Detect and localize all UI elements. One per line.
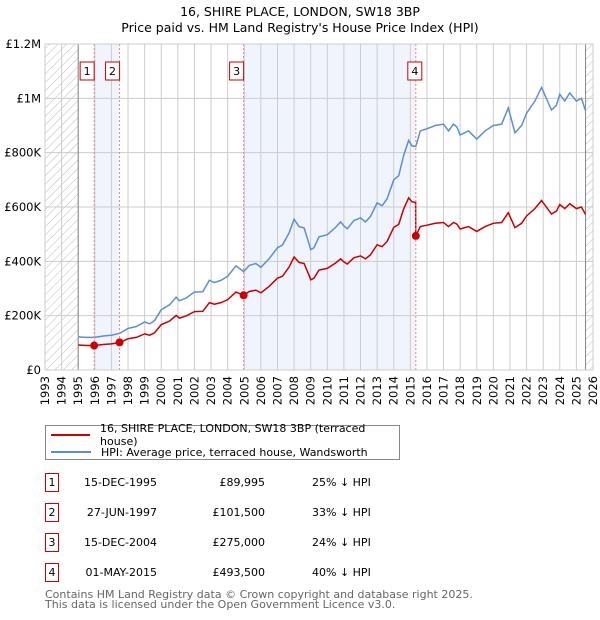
legend-item-hpi: HPI: Average price, terraced house, Wand…	[46, 444, 368, 460]
transaction-price: £89,995	[219, 476, 266, 489]
transaction-date: 15-DEC-2004	[83, 536, 157, 549]
series-line	[78, 196, 587, 347]
y-tick-label: £200K	[4, 309, 41, 323]
x-tick-label: 2011	[337, 376, 351, 405]
sale-point	[239, 291, 248, 300]
transaction-price: £275,000	[212, 536, 266, 549]
y-tick-label: £0	[26, 363, 41, 377]
transaction-row: 4 01-MAY-2015 £493,500 40% ↓ HPI	[0, 563, 600, 583]
x-tick-label: 2019	[470, 376, 484, 405]
transaction-price: £101,500	[212, 506, 266, 519]
y-tick-label: £1.2M	[5, 37, 41, 51]
transaction-hpi-diff: 33% ↓ HPI	[312, 506, 371, 519]
x-tick-label: 2008	[287, 376, 301, 405]
x-tick-label: 2002	[187, 376, 201, 405]
x-tick-label: 2022	[520, 376, 534, 405]
y-tick-label: £1M	[16, 91, 41, 105]
footer-copyright: Contains HM Land Registry data © Crown c…	[45, 588, 473, 601]
plot-frame	[44, 43, 594, 371]
chart-title: 16, SHIRE PLACE, LONDON, SW18 3BP	[180, 4, 420, 19]
transaction-row: 1 15-DEC-1995 £89,995 25% ↓ HPI	[0, 473, 600, 493]
y-tick-label: £600K	[4, 200, 41, 214]
sale-marker-box	[407, 61, 423, 81]
x-tick-label: 2009	[304, 376, 318, 405]
x-tick-label: 2013	[370, 376, 384, 405]
chart-legend: 16, SHIRE PLACE, LONDON, SW18 3BP (terra…	[45, 422, 400, 460]
x-tick-label: 2021	[503, 376, 517, 405]
sale-marker-label: 4	[411, 65, 418, 78]
legend-swatch-red	[51, 434, 91, 436]
x-tick-label: 2014	[387, 376, 401, 405]
sale-marker-label: 1	[84, 65, 91, 78]
transaction-row: 2 27-JUN-1997 £101,500 33% ↓ HPI	[0, 503, 600, 523]
x-tick-label: 2001	[171, 376, 185, 405]
legend-item-property: 16, SHIRE PLACE, LONDON, SW18 3BP (terra…	[46, 422, 399, 448]
x-tick-label: 2020	[486, 376, 500, 405]
price-chart: 1 2 3 4 1993 1994 1995 1996 1997 1998 1999 2000 2001…	[4, 37, 600, 405]
y-tick-label: £800K	[4, 146, 41, 160]
x-tick-label: 1995	[71, 376, 85, 405]
x-tick-label: 2016	[420, 376, 434, 405]
transaction-hpi-diff: 24% ↓ HPI	[312, 536, 371, 549]
sale-point	[115, 338, 124, 347]
x-tick-label: 2003	[204, 376, 218, 405]
sale-marker-box	[79, 61, 95, 81]
legend-swatch-blue	[51, 451, 91, 453]
x-tick-label: 2007	[270, 376, 284, 405]
transaction-marker: 1	[45, 473, 59, 492]
x-tick-label: 2004	[221, 376, 235, 405]
transaction-marker: 2	[45, 503, 59, 522]
x-tick-label: 1993	[38, 376, 52, 405]
x-tick-label: 2012	[354, 376, 368, 405]
transaction-marker: 4	[45, 563, 59, 582]
x-tick-label: 1997	[104, 376, 118, 405]
transaction-date: 15-DEC-1995	[83, 476, 157, 489]
chart-subtitle: Price paid vs. HM Land Registry's House …	[121, 20, 479, 35]
transaction-marker: 3	[45, 533, 59, 552]
sale-marker-label: 2	[109, 65, 116, 78]
x-tick-label: 1998	[121, 376, 135, 405]
transaction-hpi-diff: 40% ↓ HPI	[312, 566, 371, 579]
transaction-date: 27-JUN-1997	[86, 506, 157, 519]
transaction-price: £493,500	[212, 566, 266, 579]
x-tick-label: 2025	[569, 376, 583, 405]
x-tick-label: 2005	[237, 376, 251, 405]
x-tick-label: 2018	[453, 376, 467, 405]
sale-marker-label: 3	[233, 65, 240, 78]
x-tick-label: 2023	[536, 376, 550, 405]
x-tick-label: 1999	[138, 376, 152, 405]
sale-point	[411, 231, 420, 240]
x-tick-label: 2026	[586, 376, 600, 405]
x-tick-label: 2017	[437, 376, 451, 405]
x-tick-label: 2024	[553, 376, 567, 405]
sale-marker-box	[105, 61, 121, 81]
x-tick-label: 2006	[254, 376, 268, 405]
transaction-date: 01-MAY-2015	[85, 566, 157, 579]
y-tick-label: £400K	[4, 254, 41, 268]
x-tick-label: 2000	[154, 376, 168, 405]
transaction-row: 3 15-DEC-2004 £275,000 24% ↓ HPI	[0, 533, 600, 553]
legend-label: HPI: Average price, terraced house, Wand…	[101, 445, 368, 459]
x-tick-label: 1996	[88, 376, 102, 405]
transaction-hpi-diff: 25% ↓ HPI	[312, 476, 371, 489]
x-tick-label: 1994	[55, 376, 69, 405]
series-line	[78, 85, 587, 339]
x-tick-label: 2010	[320, 376, 334, 405]
x-tick-label: 2015	[403, 376, 417, 405]
sale-point	[90, 341, 99, 350]
sale-marker-box	[229, 61, 245, 81]
legend-label: 16, SHIRE PLACE, LONDON, SW18 3BP (terra…	[100, 422, 366, 448]
footer-licence: This data is licensed under the Open Gov…	[45, 598, 396, 611]
